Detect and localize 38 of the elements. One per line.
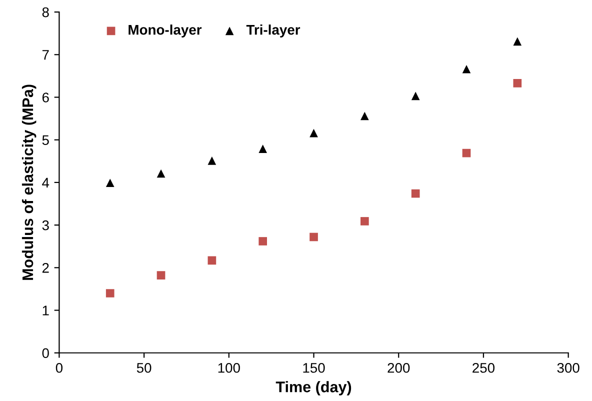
point: [462, 148, 471, 158]
point: [106, 178, 114, 188]
y-tick-label: 8: [42, 7, 49, 18]
x-tick-label: 50: [136, 362, 152, 373]
y-tick-label: 2: [42, 263, 49, 273]
x-tick-label: 0: [56, 362, 63, 373]
point: [258, 237, 268, 246]
point: [462, 64, 471, 74]
y-tick-label: 6: [42, 92, 49, 102]
point: [208, 256, 216, 265]
point: [106, 289, 114, 298]
point: [411, 189, 420, 198]
x-tick-label: 300: [557, 362, 580, 373]
point: [156, 169, 166, 178]
x-tick-label: 200: [388, 362, 410, 373]
x-tick-label: 250: [472, 362, 495, 373]
point: [310, 232, 318, 242]
y-tick-label: 4: [42, 178, 50, 188]
legend-label: Mono-layer: [128, 24, 202, 38]
point: [258, 144, 268, 153]
point: [513, 79, 522, 88]
y-tick-label: 5: [42, 135, 49, 146]
x-axis-title: Time (day): [276, 381, 352, 396]
legend-label: Tri-layer: [246, 24, 300, 38]
y-tick-label: 0: [42, 348, 49, 358]
point: [208, 156, 216, 165]
point: [411, 92, 420, 100]
point: [310, 128, 318, 138]
point: [156, 271, 166, 280]
point: [513, 37, 522, 46]
y-tick-label: 1: [42, 306, 49, 316]
y-tick-label: 7: [42, 50, 49, 60]
point: [360, 217, 369, 226]
x-tick-label: 100: [218, 362, 240, 373]
point: [360, 112, 369, 120]
y-axis-title: Modulus of elasticity (MPa): [22, 84, 36, 280]
x-tick-label: 150: [303, 362, 325, 373]
y-tick-label: 3: [42, 220, 49, 230]
